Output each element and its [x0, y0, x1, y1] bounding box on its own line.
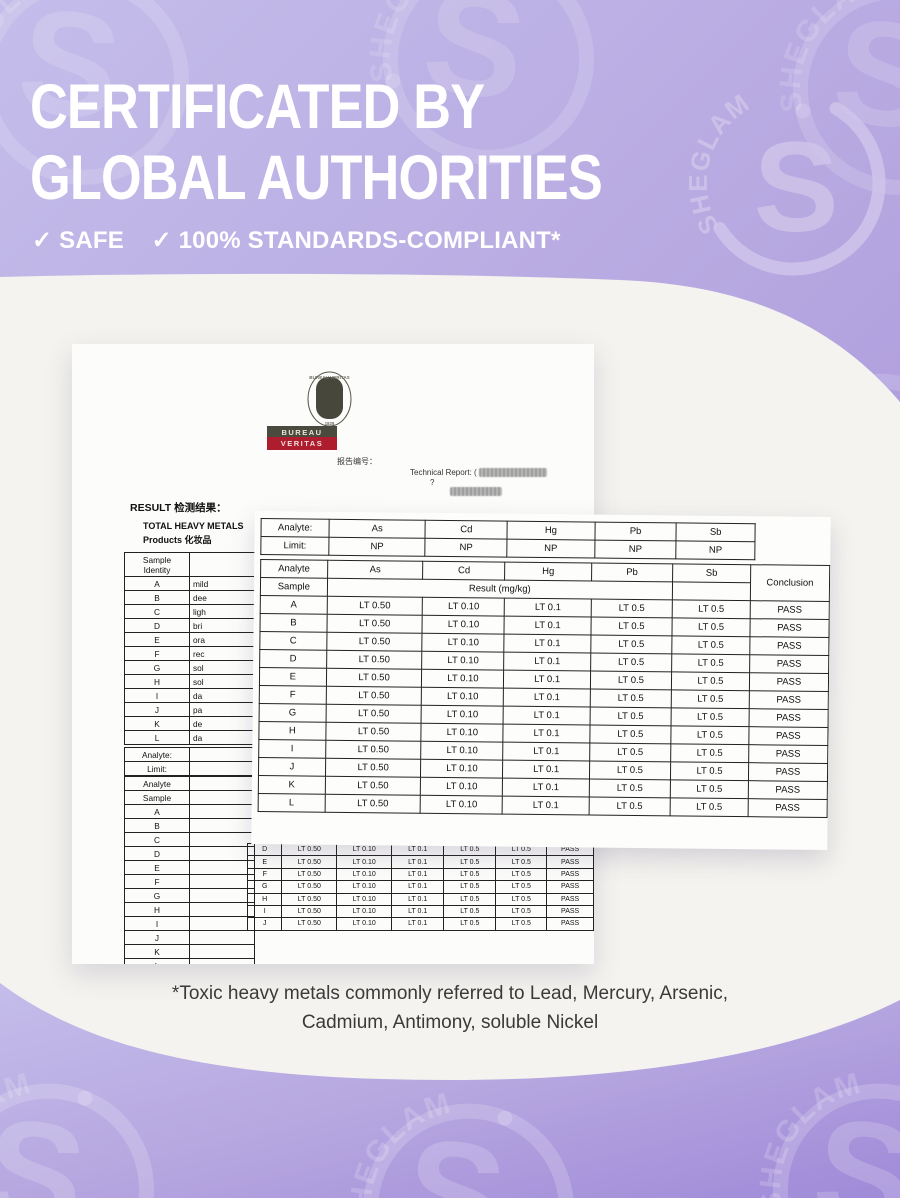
svg-text:S: S	[753, 116, 838, 259]
svg-text:BUREAU VERITAS: BUREAU VERITAS	[309, 375, 350, 380]
svg-text:SHEGLAM: SHEGLAM	[683, 87, 755, 239]
